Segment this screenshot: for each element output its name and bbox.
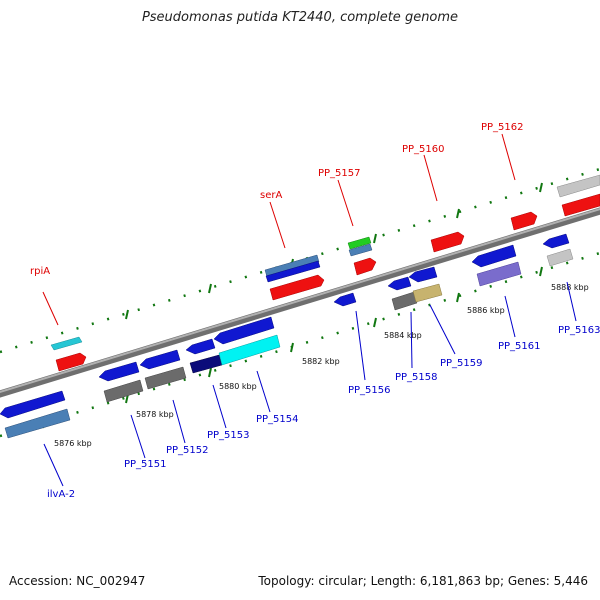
gene-feature xyxy=(510,211,538,231)
gene-feature xyxy=(387,276,412,291)
scale-label: 5880 kbp xyxy=(219,382,257,391)
gene-label: serA xyxy=(260,190,282,201)
gene-feature xyxy=(265,260,321,283)
forward-features xyxy=(50,174,600,372)
backbone xyxy=(0,207,600,398)
gene-feature xyxy=(218,334,281,366)
scale-label: 5884 kbp xyxy=(384,331,422,340)
gene-feature xyxy=(4,408,71,439)
gene-feature xyxy=(348,243,373,257)
gene-label: PP_5162 xyxy=(481,122,524,133)
gene-feature xyxy=(55,352,87,372)
gene-feature xyxy=(269,274,325,301)
gene-feature xyxy=(556,174,600,198)
gene-feature xyxy=(0,390,66,419)
gene-feature xyxy=(189,354,223,374)
gene-label: PP_5159 xyxy=(440,358,483,369)
gene-feature xyxy=(213,316,275,345)
gene-label: PP_5163 xyxy=(558,325,600,336)
map-title: Pseudomonas putida KT2440, complete geno… xyxy=(141,10,459,25)
gene-label: PP_5161 xyxy=(498,341,541,352)
gene-feature xyxy=(546,248,574,267)
scale-label: 5886 kbp xyxy=(467,306,505,315)
gene-feature xyxy=(542,233,570,249)
gene-feature xyxy=(347,236,372,250)
gene-feature xyxy=(103,379,144,403)
gene-label: rpiA xyxy=(30,266,50,277)
scale-labels: 5876 kbp 5878 kbp 5880 kbp 5882 kbp 5884… xyxy=(54,283,589,448)
gene-label: PP_5152 xyxy=(166,445,209,456)
accession-text: Accession: NC_002947 xyxy=(9,574,146,588)
gene-feature xyxy=(144,366,187,390)
gene-feature xyxy=(333,292,357,307)
scale-label: 5878 kbp xyxy=(136,410,174,419)
scale-label: 5888 kbp xyxy=(551,283,589,292)
gene-label: PP_5157 xyxy=(318,168,361,179)
top-leaders xyxy=(42,133,516,326)
gene-label: PP_5158 xyxy=(395,372,438,383)
scale-label: 5882 kbp xyxy=(302,357,340,366)
gene-feature xyxy=(408,266,438,283)
gene-feature xyxy=(391,291,418,311)
gene-feature xyxy=(98,361,140,382)
gene-feature xyxy=(353,257,377,276)
reverse-features xyxy=(0,233,574,439)
gene-feature xyxy=(471,244,517,268)
gene-label: PP_5153 xyxy=(207,430,250,441)
gene-label: PP_5151 xyxy=(124,459,167,470)
summary-text: Topology: circular; Length: 6,181,863 bp… xyxy=(258,574,588,588)
bottom-leaders xyxy=(43,281,577,487)
gene-feature xyxy=(50,336,83,351)
gene-label: ilvA-2 xyxy=(47,489,75,500)
bottom-labels: ilvA-2 PP_5151 PP_5152 PP_5153 PP_5154 P… xyxy=(47,325,600,500)
gene-feature xyxy=(412,283,443,303)
gene-feature xyxy=(139,349,181,370)
gene-label: PP_5154 xyxy=(256,414,299,425)
gene-label: PP_5156 xyxy=(348,385,391,396)
gene-feature xyxy=(185,338,216,355)
top-labels: rpiA serA PP_5157 PP_5160 PP_5162 xyxy=(30,122,524,277)
gene-feature xyxy=(264,254,320,278)
scale-label: 5876 kbp xyxy=(54,439,92,448)
gene-label: PP_5160 xyxy=(402,144,445,155)
gene-feature xyxy=(561,193,600,217)
gene-feature xyxy=(476,261,522,287)
gene-feature xyxy=(430,231,465,253)
